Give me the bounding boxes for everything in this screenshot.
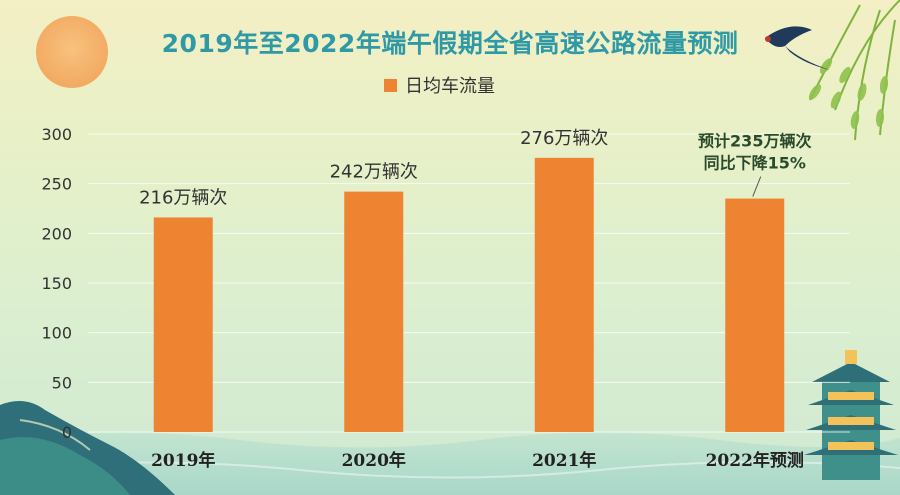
legend-label: 日均车流量 xyxy=(405,76,495,97)
sun-icon xyxy=(36,16,108,88)
y-tick-label: 50 xyxy=(52,373,72,392)
y-tick-label: 300 xyxy=(41,125,72,144)
bar xyxy=(725,198,785,432)
x-tick-label: 2019年 xyxy=(151,450,215,471)
data-label: 276万辆次 xyxy=(520,128,608,149)
data-label: 242万辆次 xyxy=(330,162,418,183)
bar xyxy=(344,191,404,432)
x-tick-label: 2020年 xyxy=(342,450,406,471)
x-tick-label: 2021年 xyxy=(532,450,596,471)
water-wave-decoration xyxy=(0,432,900,495)
y-tick-label: 0 xyxy=(62,423,72,442)
pagoda-icon xyxy=(804,350,898,480)
legend: 日均车流量 xyxy=(384,72,495,98)
x-tick-label: 2022年预测 xyxy=(706,450,804,471)
legend-swatch xyxy=(384,78,397,92)
data-label: 预计235万辆次同比下降15% xyxy=(698,132,811,173)
y-tick-label: 200 xyxy=(41,224,72,243)
bar xyxy=(534,157,594,432)
swallow-bird-icon xyxy=(765,26,830,70)
bar xyxy=(153,217,213,432)
chart-title: 2019年至2022年端午假期全省高速公路流量预测 xyxy=(161,29,739,58)
y-tick-label: 100 xyxy=(41,324,72,343)
leader-line xyxy=(752,176,762,197)
y-tick-label: 250 xyxy=(41,175,72,194)
y-tick-label: 150 xyxy=(41,274,72,293)
data-label: 216万辆次 xyxy=(139,187,227,208)
